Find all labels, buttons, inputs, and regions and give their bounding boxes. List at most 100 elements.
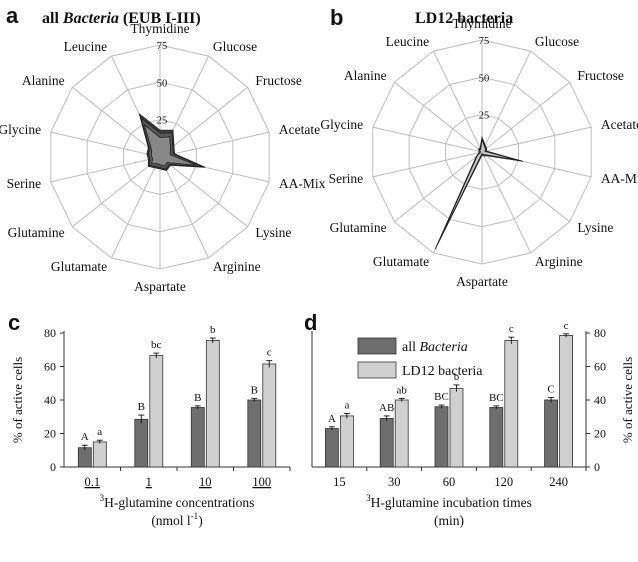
bar [77,447,92,468]
significance-letter: BC [489,392,504,404]
significance-letter: B [194,392,201,404]
bar [339,415,354,468]
x-tick-label: 10 [199,475,212,489]
bar [324,428,339,468]
radar-series-3 [143,123,197,167]
y-tick-label-right: 60 [594,360,606,374]
y-tick-label: 80 [44,326,56,340]
radar-axis-label: Aspartate [456,274,508,289]
bar [134,418,149,468]
radar-spoke [372,126,483,153]
radar-axis-label: Acetate [601,117,638,132]
bar [262,363,277,468]
bar [92,441,107,468]
x-tick-label: 15 [333,475,346,489]
bar [379,417,394,468]
x-tick-label: 240 [549,475,568,489]
significance-letter: b [210,324,216,336]
x-axis-label: 3H-glutamine concentrations [100,493,255,510]
bar [394,399,409,468]
radar-axis-label: Lysine [577,220,613,235]
significance-letter: C [547,383,554,395]
radar-spoke [159,131,270,158]
bar [190,407,205,468]
panel-letter: c [8,310,20,335]
bar [247,399,262,468]
radar-axis-label: Serine [329,171,364,186]
x-tick-label: 0.1 [84,475,100,489]
y-tick-label-right: 20 [594,427,606,441]
panel-b-radar: b LD12 bacteria 25 50 75 Thymidine Glucose Fruc… [320,5,638,289]
radar-axis-label: Serine [7,176,42,191]
radar-spoke [72,86,161,158]
bar [489,407,504,468]
radar-spoke [50,131,161,158]
radar-spoke [72,156,161,228]
y-axis-label: % of active cells [620,357,635,443]
radar-spoke [159,156,248,228]
x-axis-label-units: (min) [434,513,464,528]
significance-letter: AB [379,402,394,414]
y-axis-label: % of active cells [10,357,25,443]
chart-title-part: Bacteria [62,10,119,27]
radar-spoke [50,156,161,183]
panel-letter: d [304,310,317,335]
significance-letter: b [454,371,460,383]
radar-axis-label: Arginine [213,259,261,274]
x-tick-label: 30 [388,475,401,489]
radar-axis-label: Fructose [255,73,302,88]
radar-axis-label: Glutamate [373,254,429,269]
x-axis-label-text: H-glutamine incubation times [371,495,532,510]
radar-axis-label: Lysine [255,225,291,240]
significance-letter: B [138,401,145,413]
radar-spoke [159,86,248,158]
radar-axis-label: Aspartate [134,279,186,294]
radar-spoke [432,50,483,153]
significance-letter: BC [434,391,449,403]
radar-spoke [110,156,161,259]
radar-axis-label: AA-Mix [601,171,638,186]
x-axis-label-sup: 3 [366,493,371,503]
radar-tick-label: 25 [479,111,490,122]
significance-letter: a [344,399,349,411]
x-tick-label: 60 [443,475,456,489]
significance-letter: a [97,426,102,438]
radar-tick-label: 25 [157,116,168,127]
panel-c-bar-chart: c 0 20 40 60 80 0.1 A a 1 Bbc 10 Bb 100 Bc % of active … [8,310,291,528]
chart-title: LD12 bacteria [415,10,513,27]
radar-spoke [481,81,570,153]
radar-axis-label: Glucose [535,34,579,49]
legend-swatch [357,337,397,355]
radar-axis-label: Leucine [64,39,107,54]
radar-spoke [159,156,210,259]
radar-spoke [372,151,483,178]
bar [149,355,164,468]
radar-axis-label: AA-Mix [279,176,326,191]
legend-label: LD12 bacteria [402,364,483,379]
radar-axis-label: Arginine [535,254,583,269]
radar-tick-label: 50 [479,73,490,84]
chart-title-part: all [42,10,63,27]
bar [544,399,558,468]
legend-label: all Bacteria [402,340,468,355]
bar [559,335,573,468]
radar-tick-label: 75 [157,41,168,52]
radar-series-3 [439,138,518,240]
chart-title-part: (EUB I-III) [119,10,201,27]
bar [504,340,519,468]
radar-axis-label: Acetate [279,122,320,137]
significance-letter: A [81,431,89,443]
radar-tick-label: 75 [479,36,490,47]
panel-letter: b [330,5,343,30]
legend-swatch [357,361,397,379]
bar [434,406,449,468]
y-tick-label: 0 [50,460,56,474]
chart-title: all Bacteria (EUB I-III) [42,10,201,27]
x-axis-label-units-sup: -1 [191,511,199,521]
radar-axis-label: Glutamate [51,259,107,274]
y-tick-label: 40 [44,393,56,407]
x-axis-label-units-text: ) [198,513,203,528]
y-tick-label-right: 80 [594,326,606,340]
radar-spoke [394,81,483,153]
x-tick-label: 120 [494,475,513,489]
